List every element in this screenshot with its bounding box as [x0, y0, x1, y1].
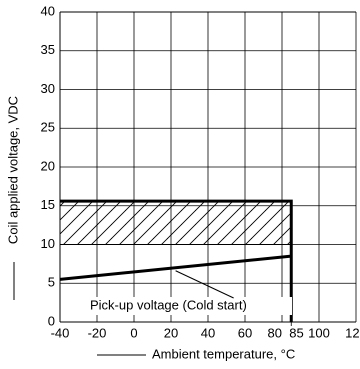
series-line [59, 254, 292, 281]
x-tick-label: 40 [201, 325, 215, 340]
y-tick-label: 35 [41, 42, 55, 57]
x-tick-label: 0 [130, 325, 137, 340]
x-tick-label: 120 [345, 325, 360, 340]
x-tick-label: -20 [88, 325, 107, 340]
y-tick-label: 0 [48, 313, 55, 328]
y-tick-label: 10 [41, 236, 55, 251]
labels: 0 5 10 15 20 25 30 35 40 -40 -20 0 20 40 60 80 85 100 120 P… [41, 3, 360, 340]
grid [59, 11, 357, 326]
annotation-leader [175, 270, 234, 299]
x-tick-label: 85 [289, 325, 303, 340]
y-tick-label: 5 [48, 275, 55, 290]
y-tick-label: 15 [41, 197, 55, 212]
hatch-band [59, 200, 292, 246]
y-tick-label: 40 [41, 3, 55, 18]
annotation-bg [88, 297, 292, 315]
x-tick-label: -40 [51, 325, 70, 340]
y-tick-label: 30 [41, 81, 55, 96]
x-tick-label: 20 [164, 325, 178, 340]
annotation: Pick-up voltage (Cold start) [90, 297, 247, 312]
x-tick-label: 100 [308, 325, 330, 340]
y-tick-label: 20 [41, 158, 55, 173]
x-axis-label: Ambient temperature, °C [152, 346, 295, 361]
y-axis-label: Coil applied voltage, VDC [5, 96, 20, 244]
limit-boundary [60, 199, 293, 322]
x-tick-label: 60 [238, 325, 252, 340]
y-tick-label: 25 [41, 120, 55, 135]
x-tick-label: 80 [268, 325, 282, 340]
marks [59, 199, 293, 322]
